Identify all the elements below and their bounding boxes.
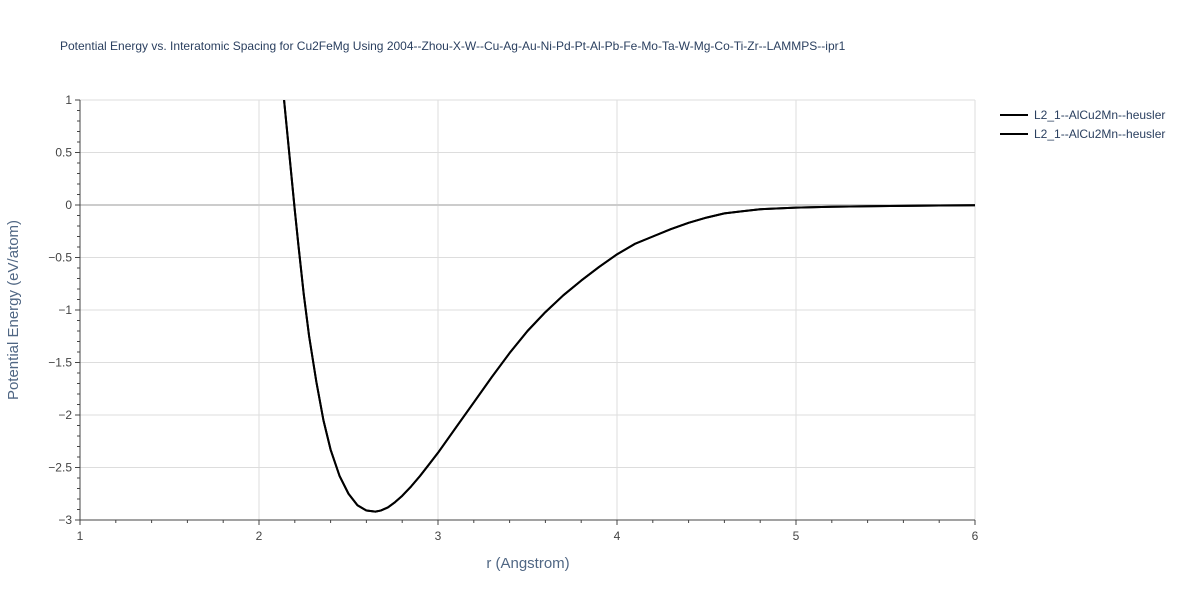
y-tick-label: −1.5 (48, 356, 72, 370)
chart-title: Potential Energy vs. Interatomic Spacing… (60, 39, 846, 53)
axis-layer: 1 2 3 4 5 6 1 0.5 0 −0.5 −1 −1.5 −2 −2.5 −3 (48, 93, 978, 543)
y-axis-title: Potential Energy (eV/atom) (5, 220, 22, 400)
series-line-1 (283, 100, 975, 513)
x-tick-label: 2 (256, 529, 263, 543)
x-axis-title: r (Angstrom) (486, 555, 569, 572)
y-tick-label: 0.5 (55, 146, 72, 160)
series-line-2 (283, 100, 975, 513)
grid-layer (80, 99, 976, 521)
y-tick-label: −0.5 (48, 251, 72, 265)
y-tick-label: 1 (65, 93, 72, 107)
y-tick-label: −1 (58, 303, 72, 317)
series-layer (283, 100, 975, 513)
y-tick-label: −2 (58, 408, 72, 422)
x-tick-label: 1 (77, 529, 84, 543)
y-tick-label: −2.5 (48, 461, 72, 475)
legend-label-1: L2_1--AlCu2Mn--heusler (1034, 108, 1165, 122)
legend-label-2: L2_1--AlCu2Mn--heusler (1034, 127, 1165, 141)
x-tick-label: 3 (435, 529, 442, 543)
x-tick-label: 4 (614, 529, 621, 543)
x-tick-label: 5 (793, 529, 800, 543)
y-tick-label: 0 (65, 198, 72, 212)
x-tick-label: 6 (972, 529, 979, 543)
legend: L2_1--AlCu2Mn--heusler L2_1--AlCu2Mn--heu… (1000, 108, 1165, 141)
y-tick-label: −3 (58, 513, 72, 527)
